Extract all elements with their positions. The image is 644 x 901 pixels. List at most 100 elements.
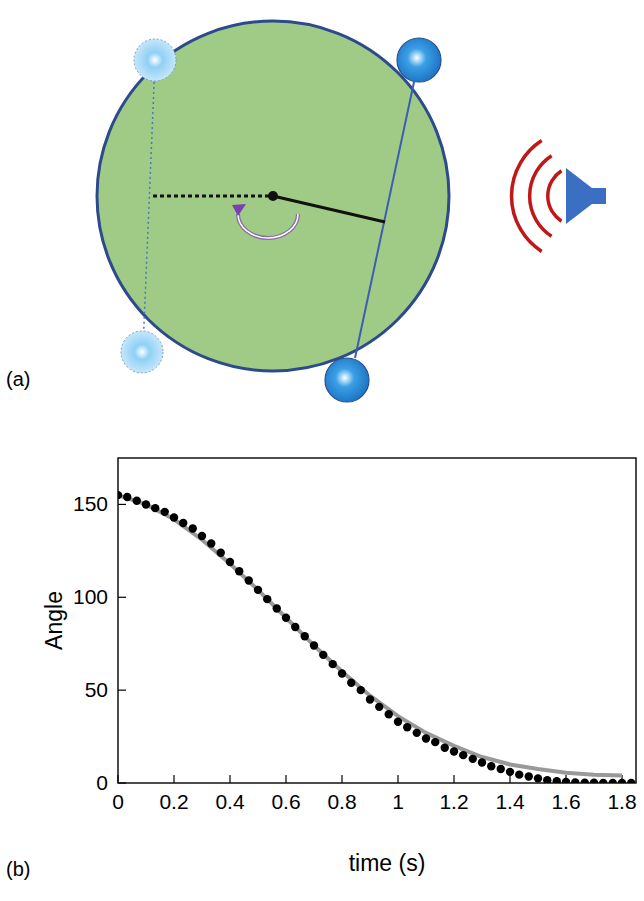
- data-point: [273, 604, 281, 612]
- data-point: [469, 755, 477, 763]
- y-axis-title: Angle: [41, 591, 67, 650]
- y-tick-label: 0: [96, 771, 108, 794]
- ghost-mass: [121, 331, 163, 373]
- data-point: [571, 778, 579, 783]
- x-tick: [453, 775, 454, 783]
- data-point: [487, 762, 495, 770]
- y-tick: [118, 597, 126, 598]
- data-point: [263, 595, 271, 603]
- data-point: [319, 651, 327, 659]
- ghost-rod: [143, 62, 155, 348]
- data-point: [329, 660, 337, 668]
- x-tick: [397, 775, 398, 783]
- data-point: [301, 632, 309, 640]
- data-point: [459, 751, 467, 759]
- y-tick-label: 150: [73, 492, 108, 515]
- data-point: [441, 744, 449, 752]
- data-point: [525, 772, 533, 780]
- y-tick: [118, 504, 126, 505]
- sound-wave: [512, 141, 542, 252]
- data-point: [385, 710, 393, 718]
- x-tick-label: 0.2: [159, 790, 188, 813]
- reference-line: [153, 195, 273, 198]
- data-point: [133, 497, 141, 505]
- data-point: [123, 493, 131, 501]
- data-point: [151, 504, 159, 512]
- x-tick-label: 0.4: [215, 790, 245, 813]
- data-point: [497, 765, 505, 773]
- chart: 0 0.2 0.4 0.6 0.8 1 1.2 1.4 1.6 1.8 0 50 100 150 time …: [41, 458, 637, 876]
- x-tick-label: 1.2: [439, 790, 468, 813]
- data-point: [207, 539, 215, 547]
- data-point: [189, 524, 197, 532]
- data-point: [254, 586, 262, 594]
- data-point: [403, 723, 411, 731]
- disk: [97, 21, 449, 371]
- x-tick: [173, 775, 174, 783]
- diagram: [97, 21, 606, 402]
- data-point: [413, 729, 421, 737]
- rod: [355, 82, 414, 358]
- data-point: [142, 500, 150, 508]
- rotation-arrow: [238, 214, 298, 238]
- data-point: [198, 532, 206, 540]
- data-point: [245, 576, 253, 584]
- x-axis-title: time (s): [349, 850, 426, 876]
- x-tick-label: 1.4: [495, 790, 525, 813]
- marks: [118, 491, 635, 783]
- x-tick: [285, 775, 286, 783]
- data-point: [282, 614, 290, 622]
- data-point: [478, 758, 486, 766]
- x-tick-label: 0.6: [271, 790, 300, 813]
- data-point: [422, 734, 430, 742]
- data-point: [562, 778, 570, 783]
- data-point: [161, 508, 169, 516]
- plot-frame: [118, 458, 636, 783]
- data-point: [553, 777, 561, 783]
- pivot: [268, 191, 278, 201]
- mass: [325, 358, 369, 402]
- sound-wave: [530, 156, 552, 237]
- y-tick: [118, 690, 126, 691]
- data-point: [291, 623, 299, 631]
- x-tick-label: 1.6: [551, 790, 580, 813]
- data-point: [534, 774, 542, 782]
- data-point: [310, 641, 318, 649]
- data-point: [338, 669, 346, 677]
- x-tick: [509, 775, 510, 783]
- arrow-head: [232, 204, 246, 216]
- data-point: [366, 695, 374, 703]
- data-point: [394, 718, 402, 726]
- sound-wave: [548, 171, 562, 221]
- x-tick: [341, 775, 342, 783]
- data-point: [357, 686, 365, 694]
- data-point: [375, 703, 383, 711]
- data-point: [515, 770, 523, 778]
- fit-line: [118, 495, 622, 775]
- panel-label: (a): [6, 368, 30, 390]
- mass: [397, 38, 441, 82]
- y-tick-label: 50: [85, 678, 108, 701]
- rotation-arrow-core: [238, 214, 298, 238]
- x-tick: [229, 775, 230, 783]
- data-point: [179, 519, 187, 527]
- data-point: [226, 558, 234, 566]
- pointer-line: [273, 196, 385, 222]
- speaker: [566, 168, 606, 224]
- x-tick-label: 1.8: [607, 790, 636, 813]
- data-point: [431, 738, 439, 746]
- x-tick-label: 0: [112, 790, 124, 813]
- x-tick-label: 0.8: [327, 790, 356, 813]
- data-point: [235, 567, 243, 575]
- data-point: [347, 679, 355, 687]
- data-point: [450, 747, 458, 755]
- data-point: [543, 776, 551, 783]
- ghost-mass: [134, 39, 176, 81]
- data-point: [170, 513, 178, 521]
- data-point: [217, 549, 225, 557]
- figure: (a) 0 0.2 0.4 0.6 0.8 1 1.2 1.4 1.6 1.8 0 50 100 150 ti…: [0, 0, 644, 901]
- x-tick-label: 1: [392, 790, 404, 813]
- panel-label: (b): [6, 858, 30, 880]
- y-tick-label: 100: [73, 585, 108, 608]
- data-point: [506, 768, 514, 776]
